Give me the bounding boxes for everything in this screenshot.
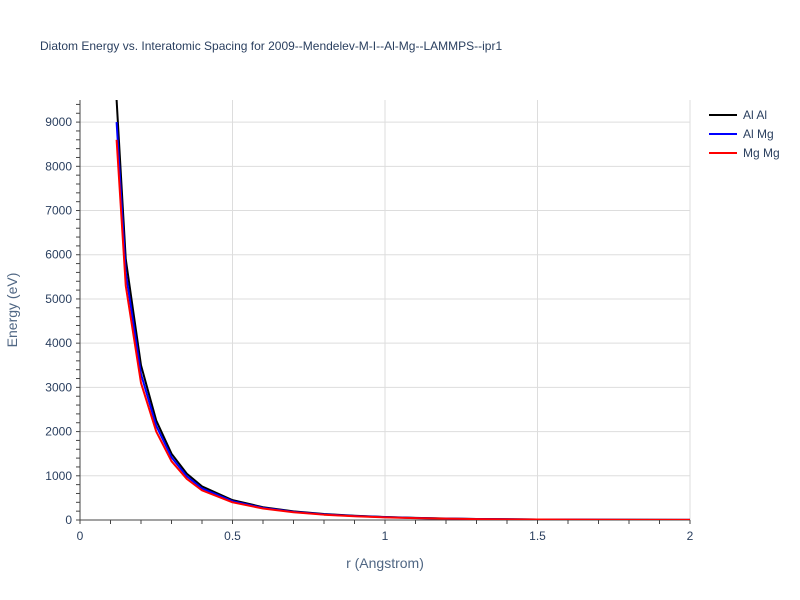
x-axis-title: r (Angstrom) xyxy=(346,555,424,571)
y-tick-label: 6000 xyxy=(45,248,72,262)
grid-layer xyxy=(80,100,691,520)
y-tick-label: 3000 xyxy=(45,380,72,394)
y-tick-label: 8000 xyxy=(45,159,72,173)
series-line-mg-mg xyxy=(115,139,690,520)
x-tick-label: 0.5 xyxy=(224,529,241,543)
y-tick-label: 4000 xyxy=(45,336,72,350)
series-line-al-mg xyxy=(115,122,690,520)
series-line-al-al xyxy=(115,100,690,520)
x-tick-label: 0 xyxy=(77,529,84,543)
x-tick-label: 1 xyxy=(382,529,389,543)
axis-layer: 0 1000 2000 3000 4000 5000 6000 7000 8000 9000 0 0.… xyxy=(45,100,694,543)
y-tick-label: 0 xyxy=(65,513,72,527)
legend-item-al-al[interactable]: Al Al xyxy=(709,108,767,122)
y-tick-label: 1000 xyxy=(45,469,72,483)
y-tick-label: 7000 xyxy=(45,204,72,218)
legend-label: Al Al xyxy=(743,108,767,122)
x-tick-label: 2 xyxy=(687,529,694,543)
y-tick-label: 5000 xyxy=(45,292,72,306)
y-tick-label: 2000 xyxy=(45,425,72,439)
y-axis-title: Energy (eV) xyxy=(4,273,20,348)
legend-label: Mg Mg xyxy=(743,146,780,160)
series-layer xyxy=(115,100,690,520)
y-tick-label: 9000 xyxy=(45,115,72,129)
chart-title: Diatom Energy vs. Interatomic Spacing fo… xyxy=(40,39,502,53)
legend-label: Al Mg xyxy=(743,127,774,141)
x-tick-label: 1.5 xyxy=(529,529,546,543)
legend-item-al-mg[interactable]: Al Mg xyxy=(709,127,774,141)
legend-item-mg-mg[interactable]: Mg Mg xyxy=(709,146,780,160)
legend[interactable]: Al Al Al Mg Mg Mg xyxy=(709,108,780,160)
